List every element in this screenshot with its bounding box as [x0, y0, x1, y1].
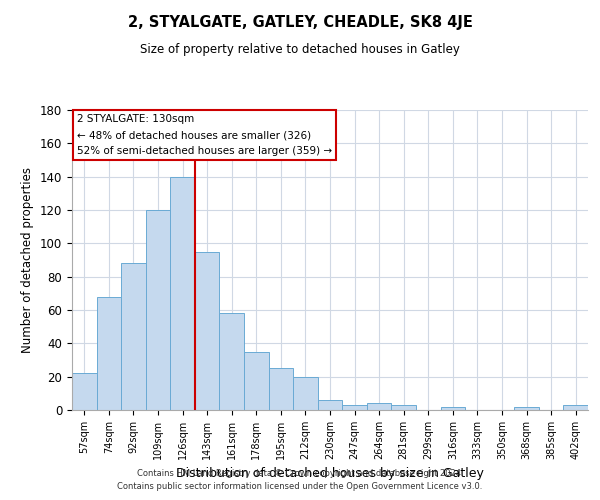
Bar [244, 352, 269, 410]
Bar [342, 405, 367, 410]
Text: Contains HM Land Registry data © Crown copyright and database right 2024.: Contains HM Land Registry data © Crown c… [137, 468, 463, 477]
Bar [391, 405, 416, 410]
Bar [563, 405, 588, 410]
Bar [146, 210, 170, 410]
Bar [514, 406, 539, 410]
Bar [440, 406, 465, 410]
Bar [293, 376, 318, 410]
Bar [195, 252, 220, 410]
Bar [220, 314, 244, 410]
Bar [269, 368, 293, 410]
Bar [367, 404, 391, 410]
Text: 2, STYALGATE, GATLEY, CHEADLE, SK8 4JE: 2, STYALGATE, GATLEY, CHEADLE, SK8 4JE [128, 15, 472, 30]
Text: Contains public sector information licensed under the Open Government Licence v3: Contains public sector information licen… [118, 482, 482, 491]
Text: Size of property relative to detached houses in Gatley: Size of property relative to detached ho… [140, 42, 460, 56]
Bar [72, 374, 97, 410]
Bar [97, 296, 121, 410]
Text: 2 STYALGATE: 130sqm
← 48% of detached houses are smaller (326)
52% of semi-detac: 2 STYALGATE: 130sqm ← 48% of detached ho… [77, 114, 332, 156]
Bar [121, 264, 146, 410]
Y-axis label: Number of detached properties: Number of detached properties [22, 167, 34, 353]
Bar [318, 400, 342, 410]
Bar [170, 176, 195, 410]
X-axis label: Distribution of detached houses by size in Gatley: Distribution of detached houses by size … [176, 468, 484, 480]
